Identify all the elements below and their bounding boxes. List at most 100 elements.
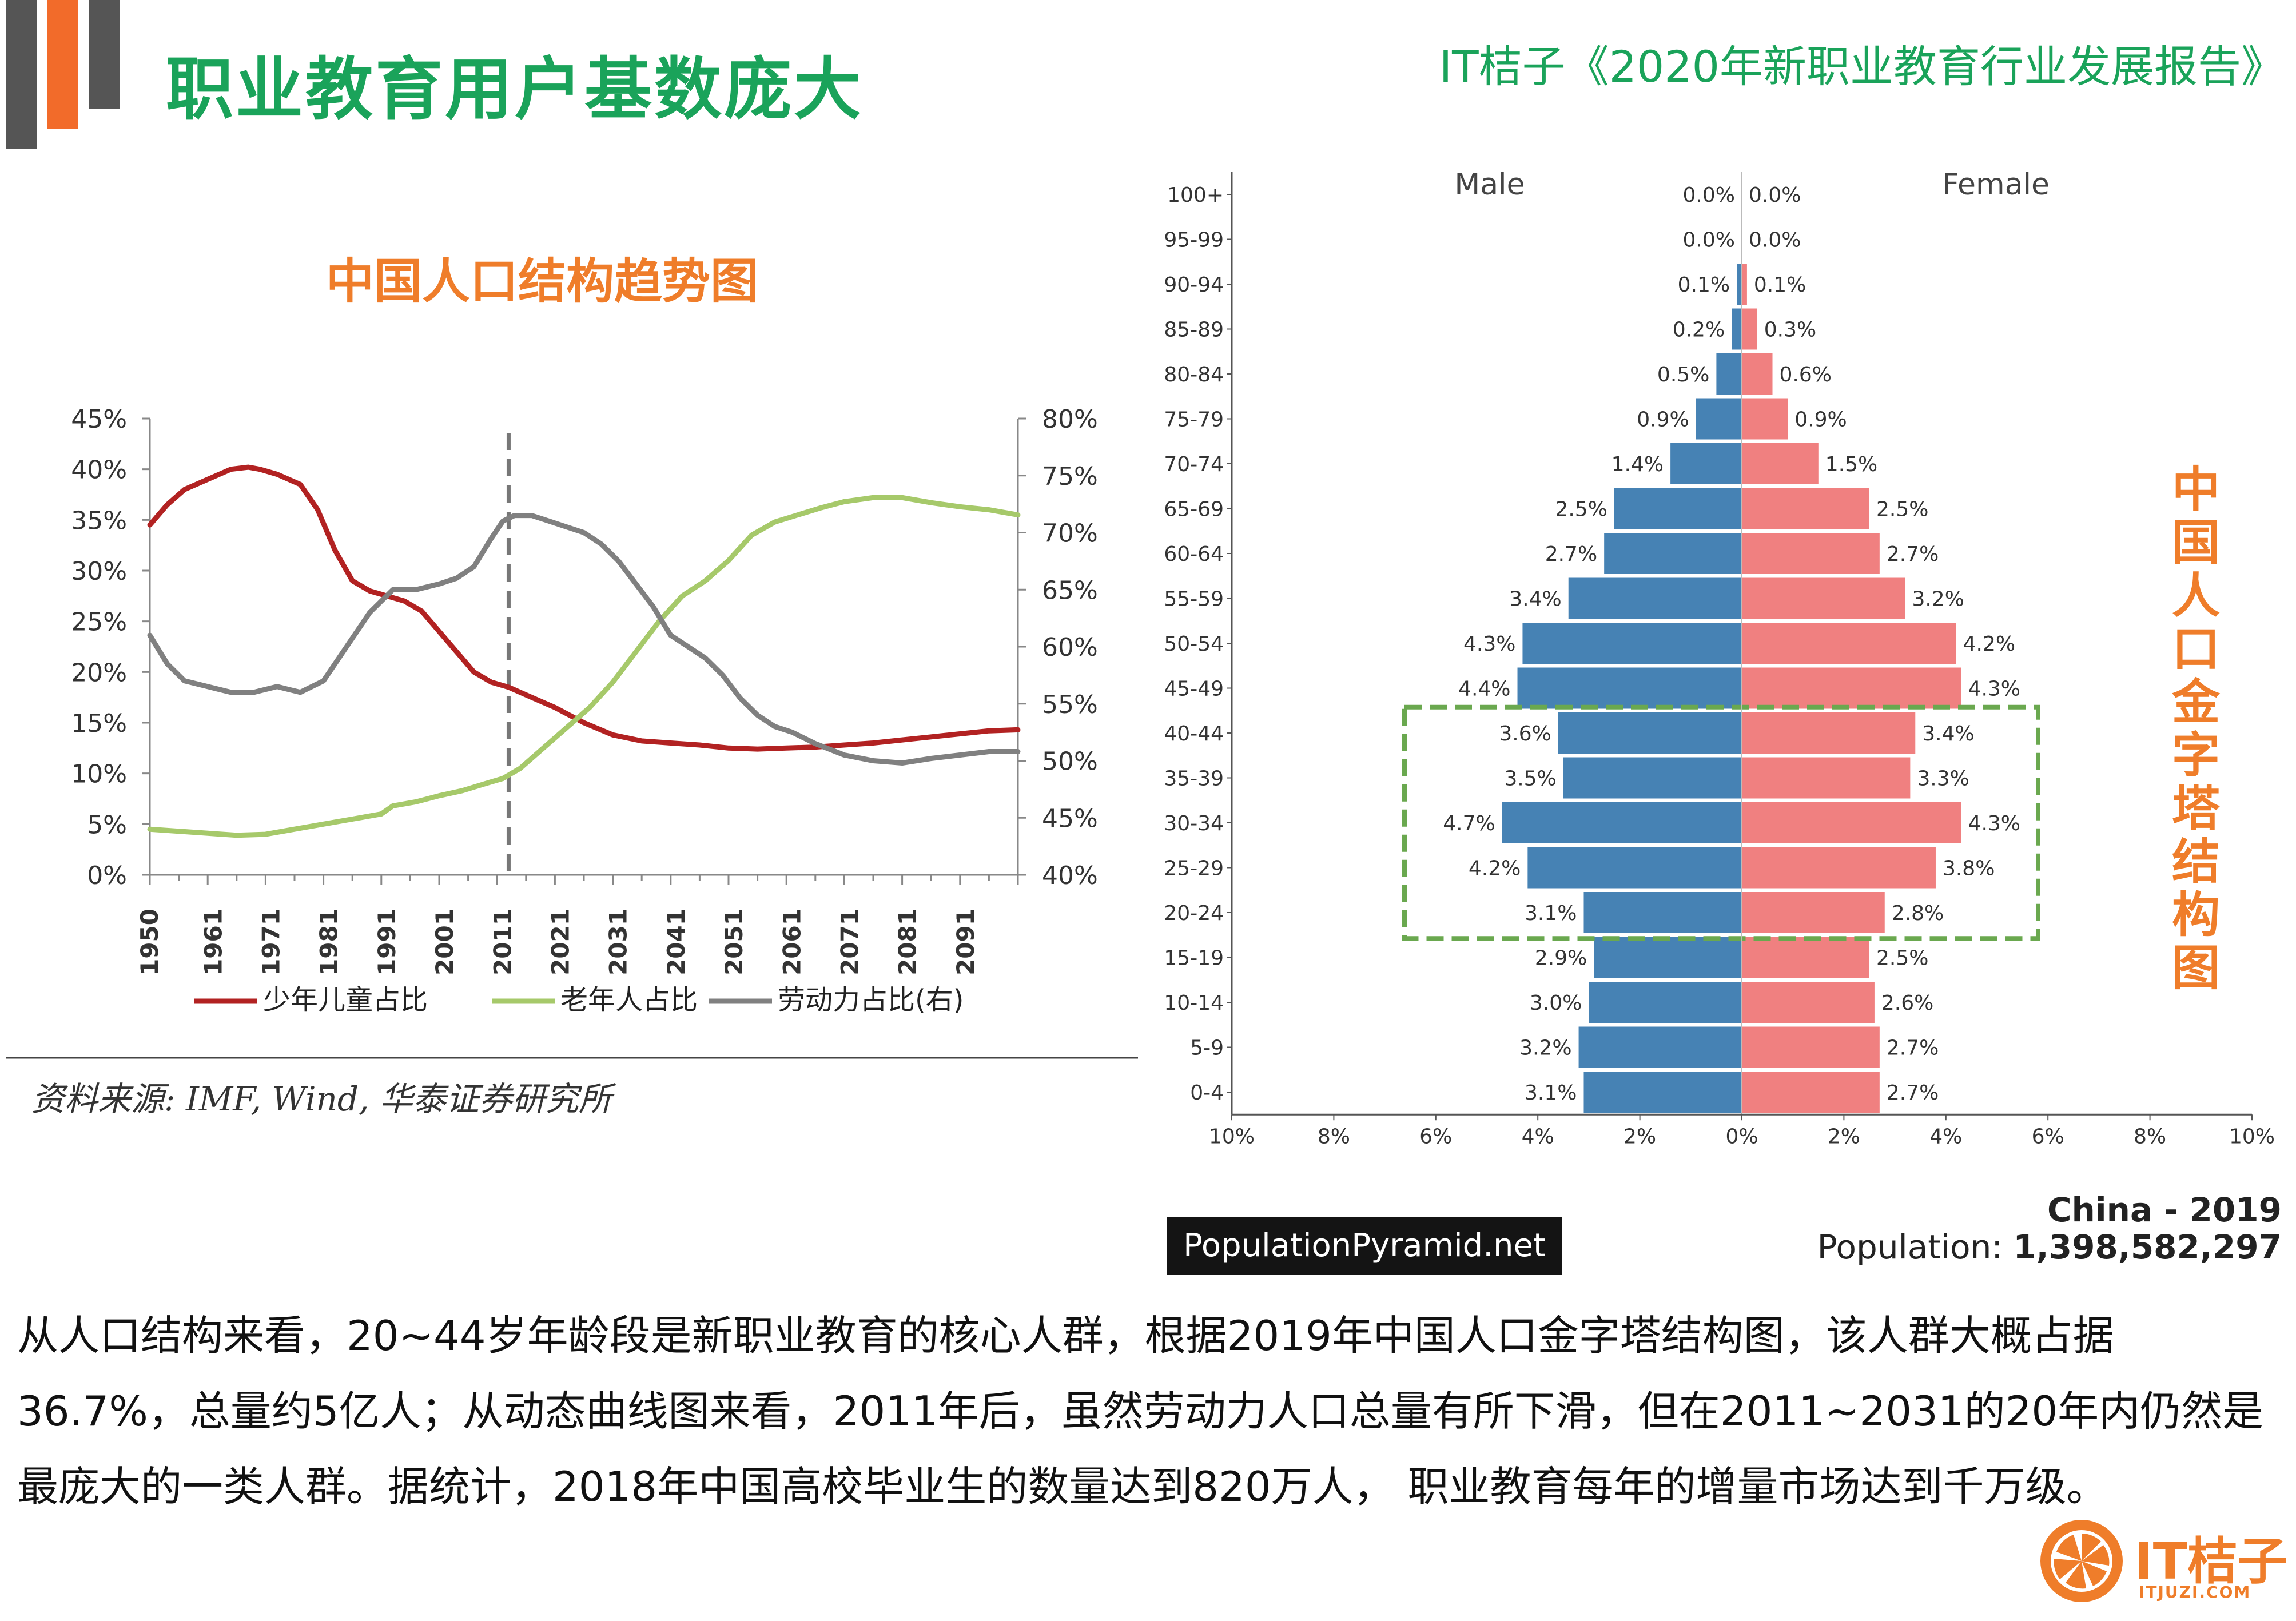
right-tick-label: 50% [1042,747,1098,776]
vertical-title-char: 构 [2171,887,2220,943]
female-bar [1742,264,1747,305]
left-tick-label: 20% [71,658,127,687]
male-bar [1583,892,1742,933]
left-tick-label: 40% [71,456,127,485]
female-value-label: 4.3% [1968,678,2020,701]
female-bar [1742,667,1961,709]
legend-label: 老年人占比 [560,984,698,1016]
right-tick-label: 65% [1042,576,1098,605]
header-bar-dark-1 [6,0,37,149]
female-bar [1742,308,1757,350]
female-bar [1742,488,1869,529]
male-bar [1716,353,1742,395]
female-value-label: 3.8% [1943,857,1995,881]
male-bar [1502,802,1742,843]
source-note: 资料来源: IMF, Wind, 华泰证券研究所 [31,1080,612,1118]
age-group-label: 80-84 [1164,363,1224,387]
pyramid-x-tick-label: 6% [1419,1125,1452,1148]
logo-subtext: ITJUZI.COM [2139,1583,2251,1602]
vertical-title-char: 金 [2171,674,2220,730]
vertical-title-char: 口 [2171,621,2220,677]
population-pyramid: 0.0% 0.0% 0.0% 0.0% 0.1% 0.1% 0.2% 0.3% 0.5% 0.6%… [1164,168,2275,1148]
left-tick-label: 15% [71,709,127,738]
age-group-label: 50-54 [1164,632,1224,656]
female-value-label: 0.0% [1749,229,1801,252]
x-tick-label: 2061 [778,909,806,975]
male-value-label: 3.0% [1530,991,1582,1015]
male-value-label: 2.5% [1555,498,1607,521]
populationpyramid-badge[interactable]: PopulationPyramid.net [1167,1217,1562,1275]
female-value-label: 2.7% [1887,1081,1939,1105]
pyramid-x-tick-label: 4% [1522,1125,1554,1148]
male-value-label: 4.2% [1469,857,1521,881]
line-chart: 0% 5% 10% 15% 20% 25% 30% 35% 40% 45% 40% 45% 50% 55%… [6,405,1138,1059]
line-chart-title: 中国人口结构趋势图 [326,253,759,309]
male-bar [1522,623,1742,664]
page-title: 职业教育用户基数庞大 [166,50,864,129]
female-bar [1742,982,1875,1023]
vertical-title-char: 结 [2171,834,2220,890]
right-tick-label: 70% [1042,519,1098,548]
female-bar [1742,937,1869,978]
male-value-label: 1.4% [1611,453,1664,476]
female-value-label: 0.9% [1794,408,1847,432]
female-bar [1742,892,1885,933]
legend-female: Female [1942,168,2050,202]
series-line-少年儿童占比 [147,464,1021,752]
x-tick-label: 2021 [547,909,575,975]
female-value-label: 0.3% [1764,318,1816,342]
x-tick-label: 2081 [894,909,922,975]
female-bar [1742,757,1911,799]
series-line-老年人占比 [147,495,1021,838]
male-bar [1737,264,1742,305]
age-group-label: 15-19 [1164,947,1224,970]
male-value-label: 4.7% [1443,812,1495,835]
line-chart-series [147,464,1021,838]
header-bar-orange [47,0,78,129]
female-bar [1742,398,1788,440]
male-bar [1517,667,1742,709]
age-group-label: 0-4 [1190,1081,1224,1105]
right-tick-label: 80% [1042,405,1098,434]
male-value-label: 0.5% [1657,363,1709,387]
left-tick-label: 25% [71,608,127,637]
male-value-label: 4.4% [1458,678,1510,701]
right-tick-label: 40% [1042,861,1098,890]
male-value-label: 3.5% [1504,767,1556,791]
x-tick-label: 2091 [952,909,980,975]
male-value-label: 2.9% [1535,947,1587,970]
age-group-label: 20-24 [1164,902,1224,925]
body-paragraph: 从人口结构来看，20~44岁年龄段是新职业教育的核心人群，根据2019年中国人口… [17,1312,2264,1511]
female-value-label: 3.4% [1922,722,1974,746]
age-group-label: 95-99 [1164,229,1224,252]
female-value-label: 0.0% [1749,184,1801,207]
right-tick-label: 45% [1042,804,1098,833]
pyramid-bars: 0.0% 0.0% 0.0% 0.0% 0.1% 0.1% 0.2% 0.3% 0.5% 0.6%… [1402,184,2040,1113]
female-value-label: 4.3% [1968,812,2020,835]
male-value-label: 4.3% [1463,632,1515,656]
x-tick-label: 1971 [257,909,285,975]
left-tick-label: 45% [71,405,127,434]
pyramid-x-tick-label: 2% [1828,1125,1860,1148]
female-bar [1742,533,1880,574]
left-tick-label: 10% [71,760,127,789]
legend-label: 劳动力占比(右) [778,984,964,1016]
male-bar [1670,443,1742,484]
age-group-label: 60-64 [1164,543,1224,566]
female-value-label: 0.6% [1780,363,1832,387]
legend-male: Male [1454,168,1525,202]
pyramid-x-tick-label: 2% [1623,1125,1656,1148]
female-value-label: 2.6% [1881,991,1933,1015]
left-tick-label: 35% [71,506,127,535]
x-tick-label: 1991 [373,909,401,975]
age-group-label: 70-74 [1164,453,1224,476]
male-value-label: 3.1% [1525,1081,1577,1105]
female-bar [1742,623,1956,664]
female-value-label: 3.3% [1917,767,1969,791]
female-value-label: 2.5% [1876,498,1928,521]
male-bar [1563,757,1742,799]
age-group-label: 65-69 [1164,498,1224,521]
pyramid-x-tick-label: 4% [1929,1125,1962,1148]
male-bar [1578,1026,1742,1068]
female-bar [1742,1072,1880,1113]
